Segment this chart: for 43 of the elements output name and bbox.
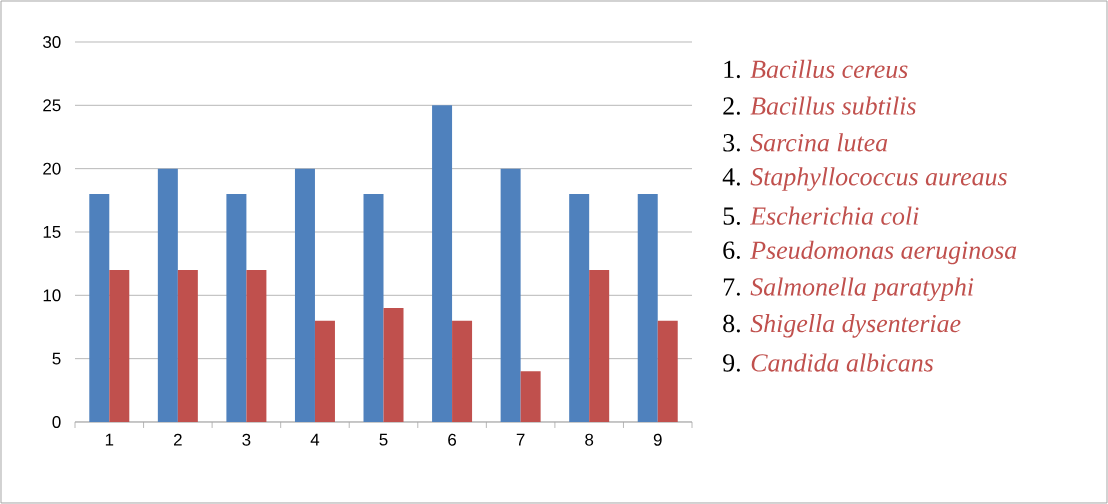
x-tick-label: 3 — [242, 433, 251, 446]
bar — [452, 320, 473, 422]
bar — [157, 168, 178, 422]
y-tick-label: 25 — [43, 99, 61, 112]
bar — [569, 193, 590, 422]
bar — [500, 168, 521, 422]
text: 3. Sarcina lutea — [723, 133, 888, 152]
text: 6. Pseudomonas aeruginosa — [723, 240, 1017, 265]
y-tick-label: 20 — [43, 162, 61, 175]
bar — [226, 193, 247, 422]
bar — [589, 269, 610, 422]
y-tick-label: 30 — [43, 35, 61, 48]
bar — [89, 193, 110, 422]
text: 5. Escherichia coli — [723, 206, 919, 225]
bar — [383, 307, 404, 422]
x-tick-label: 2 — [173, 433, 182, 446]
x-tick-label: 1 — [105, 433, 114, 446]
text: 7. Salmonella paratyphi — [723, 277, 974, 301]
bar — [363, 193, 384, 422]
bar — [657, 320, 678, 422]
text: 1. Bacillus cereus — [724, 59, 908, 79]
x-tick-label: 7 — [516, 433, 525, 446]
text: 8. Shigella dysenteriae — [723, 314, 961, 338]
bar — [314, 320, 335, 422]
y-tick-label: 15 — [43, 226, 61, 238]
bar — [520, 371, 541, 422]
bar — [177, 269, 198, 422]
x-tick-label: 8 — [585, 433, 594, 446]
text: 9. Candida albicans — [723, 353, 933, 372]
text: 4. Staphyllococcus aureaus — [722, 167, 1007, 191]
x-tick-label: 4 — [310, 433, 320, 446]
x-tick-label: 9 — [653, 433, 662, 446]
text: 2. Bacillus subtilis — [723, 96, 916, 115]
bar — [109, 269, 130, 422]
bar — [432, 105, 453, 422]
bar — [246, 269, 267, 422]
bar — [637, 193, 658, 422]
y-tick-label: 10 — [43, 289, 61, 302]
y-tick-label: 0 — [52, 415, 61, 428]
x-tick-label: 5 — [379, 433, 388, 446]
x-tick-label: 6 — [448, 433, 457, 446]
y-tick-label: 5 — [52, 352, 61, 365]
bar — [294, 168, 315, 422]
